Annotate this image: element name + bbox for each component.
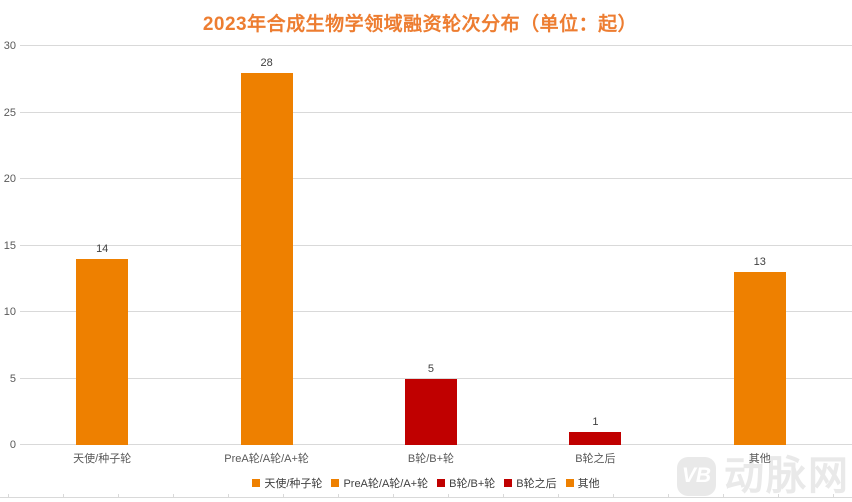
legend-item-4: B轮之后 — [504, 475, 557, 491]
ruler-tick — [448, 494, 449, 498]
y-axis-tick-label: 15 — [3, 239, 16, 252]
bar-value-label: 14 — [96, 242, 109, 255]
bar-1 — [76, 258, 129, 445]
y-axis-tick-label: 25 — [3, 106, 16, 119]
bar-2 — [240, 72, 293, 445]
bar-slot-3: 5 B轮/B+轮 — [349, 46, 513, 465]
bar-slot-1: 14 天使/种子轮 — [20, 46, 184, 465]
bar-value-label: 13 — [753, 256, 766, 269]
legend-label: B轮之后 — [516, 478, 557, 490]
watermark-text: 动脉网 — [724, 454, 850, 498]
chart-title: 2023年合成生物学领域融资轮次分布（单位：起） — [202, 14, 638, 35]
chart-legend: 天使/种子轮 PreA轮/A轮/A+轮 B轮/B+轮 B轮之后 其他 — [0, 475, 852, 491]
ruler-tick — [778, 494, 779, 498]
ruler-tick — [723, 494, 724, 498]
legend-label: PreA轮/A轮/A+轮 — [343, 478, 429, 490]
ruler-tick — [668, 494, 669, 498]
gridline-y-10 — [20, 311, 852, 312]
y-axis-tick-label: 30 — [3, 40, 16, 52]
x-axis-category-label: 天使/种子轮 — [73, 453, 132, 465]
legend-item-2: PreA轮/A轮/A+轮 — [331, 475, 428, 491]
y-axis-tick-label: 0 — [9, 439, 16, 451]
ruler-tick — [613, 494, 614, 498]
ruler-tick — [833, 494, 834, 498]
legend-item-3: B轮/B+轮 — [437, 475, 495, 491]
gridline-y-15 — [20, 244, 852, 246]
bar-5 — [733, 272, 786, 445]
bar-value-label: 5 — [427, 362, 435, 375]
legend-label: 其他 — [577, 478, 600, 490]
ruler-tick — [8, 494, 9, 498]
watermark: VB 动脉网 — [677, 456, 850, 496]
bar-slot-4: 1 B轮之后 — [513, 46, 677, 465]
ruler-tick — [173, 494, 174, 498]
legend-swatch-icon — [331, 479, 340, 487]
ruler-tick — [338, 494, 339, 498]
legend-label: B轮/B+轮 — [449, 478, 496, 490]
bottom-ruler — [0, 494, 852, 498]
legend-swatch-icon — [437, 479, 446, 487]
x-axis-category-label: 其他 — [748, 453, 771, 465]
bar-slot-2: 28 PreA轮/A轮/A+轮 — [184, 46, 348, 465]
y-axis-tick-label: 20 — [3, 173, 16, 185]
gridline-y-20 — [20, 178, 852, 179]
gridline-y-30 — [20, 45, 852, 46]
ruler-tick — [283, 494, 284, 498]
legend-item-5: 其他 — [565, 475, 600, 491]
x-axis-category-label: B轮之后 — [575, 453, 616, 465]
y-axis-tick-label: 10 — [3, 306, 16, 318]
plot-area: 0 5 10 15 20 25 30 14 天使/种子轮 28 PreA轮/A轮/A+轮 5 B轮/B+… — [4, 40, 852, 465]
vb-logo-icon: VB — [677, 456, 716, 496]
ruler-tick — [558, 494, 559, 498]
legend-item-1: 天使/种子轮 — [252, 475, 322, 491]
legend-label: 天使/种子轮 — [264, 478, 323, 490]
bar-4 — [569, 431, 622, 445]
ruler-tick — [118, 494, 119, 498]
x-axis-category-label: B轮/B+轮 — [407, 453, 455, 465]
legend-swatch-icon — [252, 479, 261, 487]
gridline-y-5 — [20, 377, 852, 379]
gridline-y-25 — [20, 111, 852, 113]
bar-slot-5: 13 其他 — [678, 46, 842, 465]
legend-swatch-icon — [565, 479, 574, 487]
ruler-tick — [503, 494, 504, 498]
bar-3 — [404, 378, 457, 445]
bar-value-label: 1 — [592, 415, 599, 428]
x-axis-category-label: PreA轮/A轮/A+轮 — [224, 453, 309, 465]
bar-value-label: 28 — [260, 56, 273, 69]
y-axis-tick-label: 5 — [9, 372, 16, 385]
ruler-tick — [393, 494, 394, 498]
ruler-tick — [228, 494, 229, 498]
legend-swatch-icon — [504, 479, 513, 487]
ruler-tick — [63, 494, 64, 498]
